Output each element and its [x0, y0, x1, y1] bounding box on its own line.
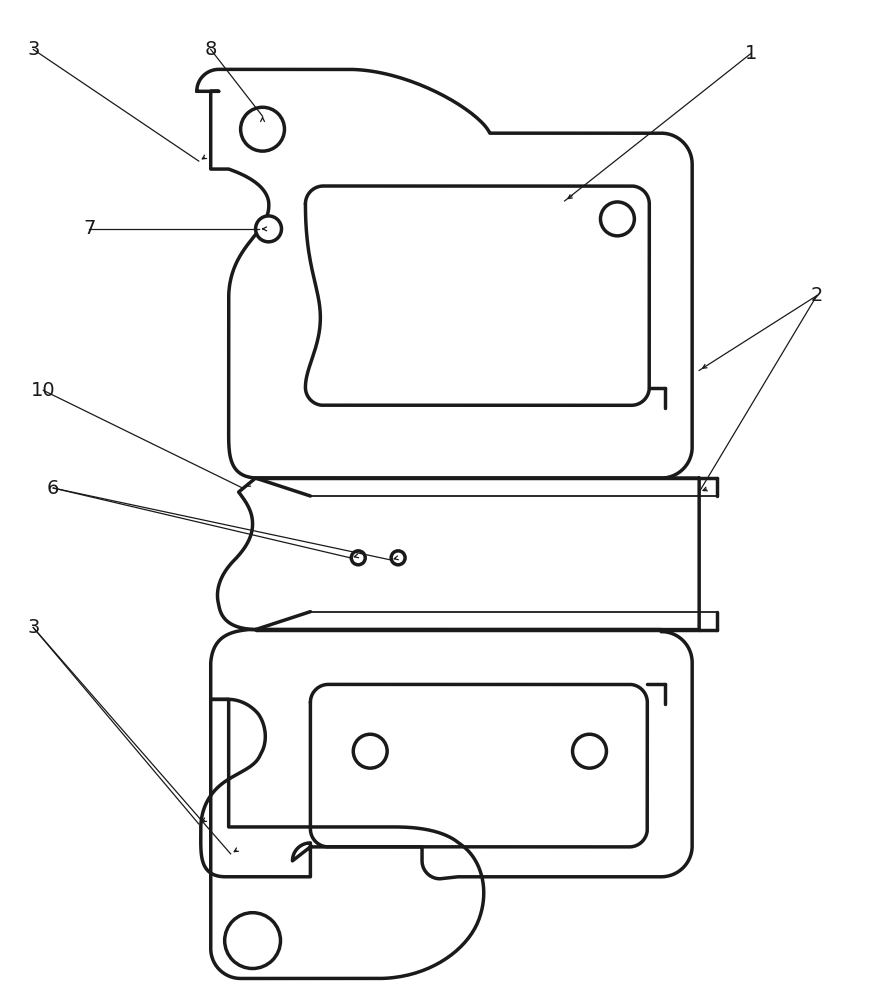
- Circle shape: [572, 734, 606, 768]
- Circle shape: [354, 734, 387, 768]
- Polygon shape: [218, 478, 699, 630]
- Polygon shape: [197, 69, 692, 478]
- Circle shape: [240, 107, 285, 151]
- Text: 3: 3: [27, 618, 39, 637]
- Circle shape: [391, 551, 405, 565]
- Text: 6: 6: [47, 479, 59, 498]
- Text: 1: 1: [745, 44, 757, 63]
- Circle shape: [600, 202, 634, 236]
- Text: 10: 10: [31, 381, 56, 400]
- Polygon shape: [211, 699, 483, 978]
- Circle shape: [225, 913, 280, 969]
- Polygon shape: [200, 630, 692, 879]
- Text: 2: 2: [811, 286, 823, 305]
- Text: 7: 7: [83, 219, 95, 238]
- Text: 8: 8: [205, 40, 217, 59]
- Circle shape: [351, 551, 365, 565]
- Circle shape: [255, 216, 281, 242]
- Text: 3: 3: [27, 40, 39, 59]
